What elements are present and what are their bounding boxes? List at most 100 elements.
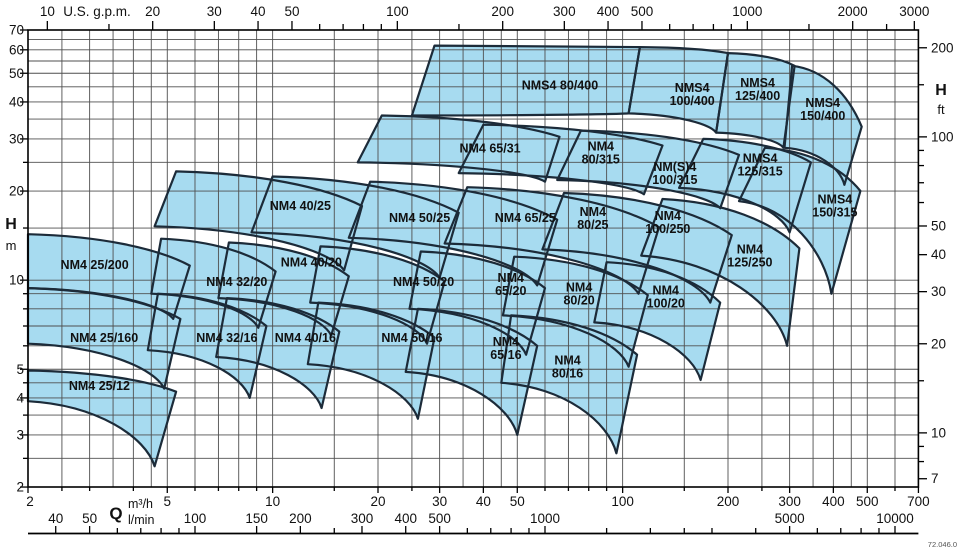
pump-region-fill-nms4-100-400 (628, 47, 728, 133)
pump-region-label-nms4-150-400: 150/400 (800, 109, 845, 123)
pump-region-label-nm4-65-16: NM4 (493, 335, 519, 349)
pump-region-label-nms4-100-400: 100/400 (670, 94, 715, 108)
pump-region-fill-nm4-65-16 (405, 308, 538, 435)
pump-region-label-nm4-50-20: NM4 50/20 (393, 275, 454, 289)
bottom-m3h-tick-label: 700 (907, 494, 930, 509)
lmin-tick-label: 5000 (775, 511, 805, 526)
grid (27, 29, 919, 488)
left-axis-tick-label: 2 (16, 480, 24, 495)
pump-region-outline-nm4-40-16 (215, 297, 341, 410)
left-axis-tick-label: 30 (9, 131, 24, 146)
bottom-m3h-tick-label: 400 (822, 494, 845, 509)
bottom-m3h-tick-label: 20 (370, 494, 385, 509)
pump-region-label-nms4-80-400: NMS4 80/400 (522, 79, 598, 93)
lmin-tick-label: 1000 (530, 511, 560, 526)
left-axis-tick-label: 3 (16, 427, 24, 442)
right-axis-tick-label: 7 (931, 471, 939, 486)
top-axis-title: U.S. g.p.m. (63, 4, 131, 19)
pump-region-label-nms4-150-400: NMS4 (805, 96, 840, 110)
lmin-tick-label: 100 (184, 511, 207, 526)
top-axis-tick-label: 3000 (899, 4, 929, 19)
pump-region-fill-nm4-100-20 (594, 262, 721, 380)
right-axis-tick-label: 50 (931, 218, 946, 233)
pump-region-label-nms4-125-400: NMS4 (740, 76, 775, 90)
pump-region-label-nm4-65-20: 65/20 (495, 284, 526, 298)
pump-region-fill-nms4-125-400 (716, 53, 795, 148)
pump-region-outlines (26, 44, 863, 468)
pump-region-outline-nm4-125-250 (640, 197, 801, 347)
left-axis-tick-label: 70 (9, 23, 24, 38)
pump-region-label-nm4-80-315: 80/315 (582, 152, 620, 166)
top-axis-tick-label: 2000 (838, 4, 868, 19)
bottom-m3h-tick-label: 200 (717, 494, 740, 509)
pump-region-label-nm4-25-12: NM4 25/12 (69, 379, 130, 393)
bottom-m3h-tick-label: 40 (476, 494, 491, 509)
left-axis-tick-label: 60 (9, 42, 24, 57)
pump-region-outline-nm4-65-16 (404, 307, 539, 436)
pump-region-label-nm4-65-31: NM4 65/31 (459, 141, 520, 155)
pump-region-label-nm4-65-16: 65/16 (490, 348, 521, 362)
pump-region-label-nm4-100-20: NM4 (653, 284, 679, 298)
pump-region-outline-nm4-80-20 (501, 255, 649, 368)
pump-region-label-nm4-25-160: NM4 25/160 (70, 331, 138, 345)
pump-region-outline-nm4-100-20 (593, 261, 722, 382)
lmin-tick-label: 400 (394, 511, 417, 526)
right-axis-tick-label: 30 (931, 284, 946, 299)
pump-region-label-nm4-65-25: NM4 65/25 (495, 211, 556, 225)
top-axis-tick-label: 400 (597, 4, 620, 19)
bottom-m3h-tick-label: 10 (265, 494, 280, 509)
pump-region-outline-nms4-125-315 (678, 137, 812, 234)
bottom-m3h-tick-label: 30 (432, 494, 447, 509)
top-axis-tick-label: 100 (386, 4, 409, 19)
lmin-tick-label: 200 (289, 511, 312, 526)
right-axis-tick-label: 40 (931, 247, 946, 262)
bottom-axis-lmin-unit: l/min (128, 513, 154, 527)
pump-region-label-nm4-100-250: NM4 (655, 209, 681, 223)
pump-region-label-nm4-100-20: 100/20 (647, 297, 685, 311)
pump-region-outline-nm4-25-200 (26, 233, 191, 320)
top-axis-tick-label: 20 (145, 4, 160, 19)
pump-region-fill-nm4-25-200 (28, 234, 190, 319)
pump-region-label-nm4-80-20: NM4 (566, 281, 592, 295)
lmin-tick-label: 300 (351, 511, 374, 526)
pump-region-fill-nms4-150-315 (739, 147, 861, 294)
pump-region-label-nm4-80-16: 80/16 (552, 367, 583, 381)
pump-region-label-nms4-125-400: 125/400 (735, 89, 780, 103)
left-axis-tick-label: 50 (9, 66, 24, 81)
bottom-m3h-tick-label: 2 (26, 494, 34, 509)
bottom-axis-q-symbol: Q (109, 504, 122, 523)
top-axis-tick-label: 1000 (732, 4, 762, 19)
plot-frame (27, 29, 920, 488)
pump-region-label-nm4-32-20: NM4 32/20 (206, 275, 267, 289)
bottom-m3h-tick-label: 100 (611, 494, 634, 509)
pump-region-outline-nm4-50-20 (309, 245, 446, 345)
lmin-tick-label: 150 (245, 511, 268, 526)
pump-region-outline-nms4-150-400 (783, 64, 863, 186)
pump-region-labels: NM4 25/12 NM4 25/160 NM4 25/200 NM4 32/16 NM… (61, 76, 858, 393)
top-axis-tick-label: 10 (40, 4, 55, 19)
pump-region-label-nm4-80-25: 80/25 (577, 218, 608, 232)
pump-region-outline-nm4-50-16 (306, 301, 436, 420)
bottom-axis-m3h-unit: m³/h (128, 497, 153, 511)
pump-region-outline-nm4-65-31 (356, 114, 561, 183)
pump-region-outline-nms4-150-315 (737, 146, 862, 295)
pump-region-label-nm-s-4-100-315: 100/315 (652, 173, 697, 187)
right-axis-tick-label: 20 (931, 336, 946, 351)
pump-region-label-nm4-80-20: 80/20 (563, 294, 594, 308)
lmin-tick-label: 40 (48, 511, 63, 526)
top-axis-tick-label: 300 (553, 4, 576, 19)
top-axis-tick-label: 50 (284, 4, 299, 19)
pump-region-label-nm-s-4-100-315: NM(S)4 (653, 160, 696, 174)
lmin-tick-label: 500 (428, 511, 451, 526)
pump-region-label-nms4-100-400: NMS4 (675, 81, 710, 95)
pump-region-label-nms4-150-315: NMS4 (818, 192, 853, 206)
bottom-m3h-tick-label: 50 (510, 494, 525, 509)
pump-region-outline-nm4-65-25 (347, 180, 559, 287)
pump-region-label-nm4-125-250: 125/250 (727, 256, 772, 270)
pump-region-label-nm4-40-16: NM4 40/16 (275, 331, 336, 345)
pump-region-label-nm4-80-315: NM4 (588, 139, 614, 153)
pump-region-fill-nm4-25-160 (28, 288, 181, 389)
pump-region-outline-nm4-40-25 (153, 170, 364, 272)
